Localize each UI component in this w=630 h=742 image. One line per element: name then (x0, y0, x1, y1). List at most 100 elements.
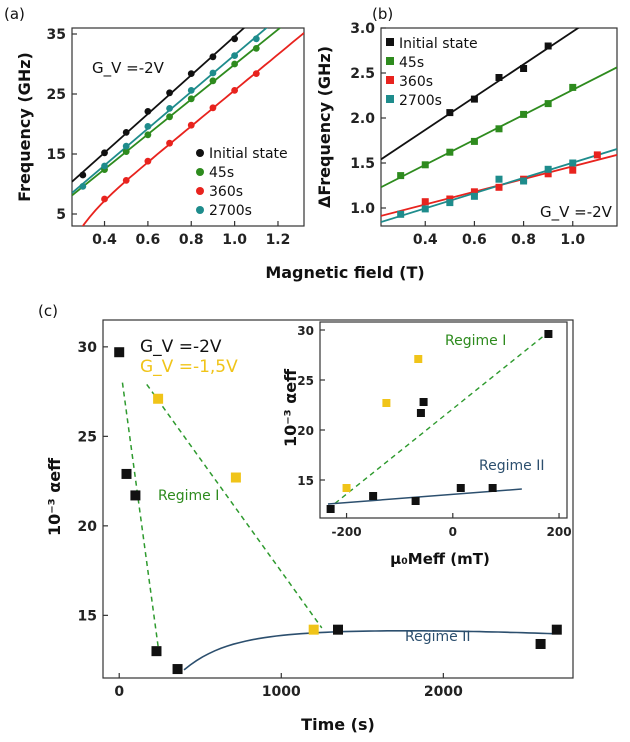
panel-c-point-black (551, 624, 562, 635)
panel-a-ytick-label: 5 (56, 207, 66, 223)
inset-xtick-label: 200 (547, 525, 572, 539)
inset-point-black (544, 330, 553, 338)
panel-c: (c) 10⁻³ αeff Time (s) G_V =-2V G_V =-1,… (38, 302, 574, 734)
panel-c-point-black (130, 490, 141, 501)
inset-ytick-label: 30 (297, 324, 314, 338)
panel-b-legend-label: 45s (399, 55, 424, 71)
panel-a-legend-marker-green (196, 168, 204, 176)
panel-a-point-green (122, 148, 130, 156)
panel-a-fit-line-black (72, 28, 246, 183)
panel-a-point-black (122, 129, 130, 136)
panel-a-point-teal (166, 105, 173, 112)
panel-b-point-red (446, 195, 454, 203)
panel-b-legend-marker-teal (386, 95, 394, 103)
panel-a-xtick-label: 1.0 (222, 232, 247, 248)
panel-c-point-black (151, 646, 162, 657)
panel-c-point-black (121, 468, 132, 479)
panel-b-label: (b) (372, 5, 393, 23)
panel-b-point-green (495, 125, 503, 133)
panel-a-point-teal (231, 52, 239, 59)
panel-c-point-black (535, 638, 546, 649)
panel-a-point-green (187, 95, 195, 103)
panel-a-point-black (231, 35, 239, 43)
inset-xtick-label: -200 (332, 525, 362, 539)
panel-c-ytick-label: 30 (78, 340, 98, 356)
panel-b-point-green (520, 110, 528, 118)
panel-b-point-black (520, 65, 528, 72)
panel-a-label: (a) (4, 5, 25, 23)
panel-b-ytick-label: 3.0 (350, 21, 375, 37)
panel-b-point-teal (520, 177, 528, 185)
panel-c-point-yellow (230, 472, 241, 483)
panel-b-gv-annotation: G_V =-2V (540, 203, 613, 222)
panel-c-ytick-label: 20 (78, 519, 98, 535)
panel-a-ytick-label: 35 (47, 27, 66, 43)
inset-xtick-label: 0 (449, 525, 457, 539)
panel-b-point-red (421, 198, 429, 206)
panel-c-regime-2-curve (183, 630, 554, 671)
panel-a-point-black (187, 70, 195, 77)
panel-a-point-black (101, 149, 108, 157)
inset-point-black (326, 505, 335, 513)
panel-b-legend-label: 360s (399, 74, 433, 90)
panel-a-point-red (122, 177, 130, 184)
panel-b-xtick-label: 1.0 (560, 232, 585, 248)
panel-b-ytick-label: 2.5 (350, 66, 375, 82)
panel-c-legend-gv-2: G_V =-2V (140, 337, 222, 357)
inset-ylabel: 10⁻³ αeff (281, 368, 300, 447)
inset-point-black (369, 492, 378, 500)
panel-a-point-teal (209, 69, 217, 77)
panel-b-legend-marker-black (386, 38, 394, 46)
panel-b-ytick-label: 1.5 (350, 156, 375, 172)
panel-b: (b) G_V =-2V ΔFrequency (GHz) 0.4 0.6 0.8 1… (315, 5, 618, 248)
inset-point-yellow (342, 484, 351, 492)
panel-a-point-teal (187, 87, 195, 94)
panel-a-legend-label: 2700s (209, 203, 252, 219)
inset-ytick-label: 15 (297, 474, 314, 488)
panel-b-point-black (495, 74, 503, 81)
inset-point-black (488, 484, 497, 492)
inset-point-yellow (382, 399, 391, 407)
panel-b-point-teal (446, 199, 454, 207)
panel-b-point-green (544, 100, 552, 108)
panel-a-point-red (101, 195, 108, 203)
panel-a-legend-marker-teal (196, 206, 204, 214)
panel-b-point-red (495, 183, 503, 191)
inset-ytick-label: 25 (297, 374, 314, 388)
panel-a-frame (71, 27, 305, 227)
panel-b-point-green (470, 137, 478, 145)
panel-c-xtick-label: 2000 (424, 684, 463, 700)
panel-b-legend-label: Initial state (399, 36, 478, 52)
panel-c-point-black (333, 624, 343, 635)
panel-a-point-green (231, 60, 239, 68)
panel-a-legend-label: 45s (209, 165, 234, 181)
inset-xlabel: μ₀Meff (mT) (390, 550, 490, 568)
panel-a-point-red (144, 157, 152, 165)
panel-b-point-red (470, 188, 478, 196)
panel-b-point-teal (544, 165, 552, 173)
panel-b-xtick-label: 0.6 (462, 232, 487, 248)
panel-a-legend-marker-black (196, 149, 204, 157)
panel-b-legend-marker-red (386, 76, 394, 84)
panel-c-label: (c) (38, 302, 58, 320)
panel-a-fit-line-teal (72, 28, 268, 194)
panel-a-legend-label: Initial state (209, 146, 288, 162)
panel-b-legend-marker-green (386, 57, 394, 65)
inset-point-yellow (414, 355, 423, 363)
panel-a-point-red (252, 70, 260, 77)
panel-b-point-black (544, 42, 552, 50)
panel-a-xtick-label: 0.4 (92, 232, 117, 248)
panel-c-regime-1-guide (146, 384, 323, 629)
panel-a-xtick-label: 1.2 (266, 232, 291, 248)
panel-c-point-yellow (153, 393, 164, 404)
panel-c-regime-2-label: Regime II (405, 629, 470, 645)
panel-c-ytick-label: 25 (78, 429, 97, 445)
panel-b-ytick-label: 1.0 (350, 201, 375, 217)
inset-regime-1-guide (327, 329, 552, 510)
panel-a-point-black (144, 108, 152, 115)
panel-b-point-teal (495, 175, 503, 183)
inset-regime-2-label: Regime II (479, 458, 544, 474)
panel-c-xlabel: Time (s) (301, 715, 375, 734)
panel-b-point-teal (569, 159, 577, 167)
